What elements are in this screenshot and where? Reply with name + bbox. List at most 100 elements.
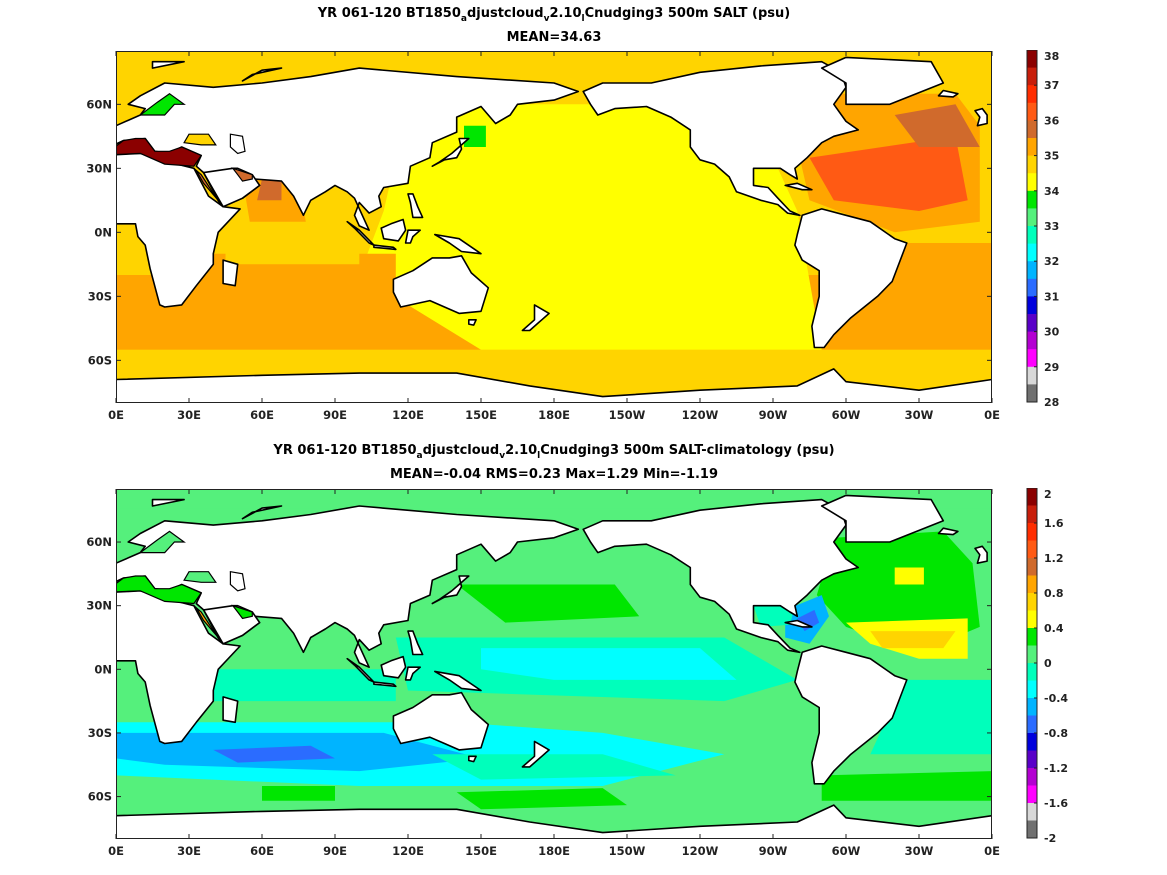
landmass <box>222 696 239 724</box>
colorbar-segment <box>1027 243 1037 262</box>
colorbar-label: 29 <box>1044 361 1059 374</box>
lat-tick-label: 0N <box>94 662 112 676</box>
landmass <box>241 505 283 520</box>
colorbar-label: 28 <box>1044 396 1059 406</box>
colorbar-segment <box>1027 138 1037 157</box>
inland-sea <box>183 571 217 583</box>
lat-tick-label: 60N <box>86 97 112 111</box>
inland-sea <box>193 605 224 645</box>
colorbar-label: 38 <box>1044 50 1059 63</box>
inland-seas <box>116 530 253 645</box>
colorbar-segment <box>1027 680 1037 699</box>
landmass <box>380 655 407 679</box>
landmass <box>151 60 185 69</box>
lat-tick-label: 60S <box>88 353 112 367</box>
inland-sea <box>229 133 246 155</box>
inland-sea <box>183 133 217 146</box>
colorbar-segment <box>1027 331 1037 350</box>
colorbar-label: -0.8 <box>1044 727 1068 740</box>
colorbar-label: 33 <box>1044 220 1059 233</box>
colorbar-segment <box>1027 698 1037 716</box>
lon-tick-label: 180E <box>538 408 570 422</box>
landmass <box>404 229 422 244</box>
landmass <box>820 494 945 543</box>
colorbar-label: 0.8 <box>1044 587 1064 600</box>
colorbar-segment <box>1027 85 1037 104</box>
lon-tick-label: 0E <box>984 844 1000 858</box>
landmass <box>784 182 813 191</box>
colorbar-label: 37 <box>1044 79 1059 92</box>
landmass <box>974 545 988 564</box>
landmass <box>407 193 424 219</box>
okhotsk-patch <box>464 125 486 147</box>
arabian-sea <box>257 179 282 201</box>
colorbar-label: -1.2 <box>1044 762 1068 775</box>
colorbar-segment <box>1027 50 1037 69</box>
lon-tick-label: 120W <box>682 408 719 422</box>
inland-sea <box>231 604 253 620</box>
colorbar-segment <box>1027 593 1037 611</box>
colorbar-segment <box>1027 750 1037 769</box>
indian-ocean-region <box>225 243 360 265</box>
lon-tick-label: 0E <box>984 408 1000 422</box>
colorbar-segment <box>1027 226 1037 245</box>
lon-tick-label: 150E <box>465 408 497 422</box>
map-plot <box>116 489 992 839</box>
lon-tick-label: 0E <box>108 844 124 858</box>
panel-salinity: YR 061-120 BT1850adjustcloudv2.10lCnudgi… <box>0 0 1167 430</box>
inland-seas <box>116 92 253 208</box>
colorbar-segment <box>1027 190 1037 209</box>
landmasses <box>116 494 992 839</box>
landmass <box>974 107 988 127</box>
colorbar-segment <box>1027 820 1037 839</box>
lon-tick-label: 60E <box>250 408 274 422</box>
landmass <box>392 255 490 315</box>
landmass <box>467 755 477 763</box>
gulf-of-mexico <box>753 605 795 627</box>
colorbar-segment <box>1027 645 1037 664</box>
landmass <box>373 244 397 251</box>
colorbar-label: 31 <box>1044 290 1059 303</box>
landmass <box>820 56 945 106</box>
colorbar-segment <box>1027 785 1037 804</box>
lon-tick-label: 120E <box>392 844 424 858</box>
colorbar-label: 0 <box>1044 657 1052 670</box>
north-atlantic-region <box>809 136 968 211</box>
landmass <box>373 681 397 688</box>
colorbar-segment <box>1027 278 1037 297</box>
landmass <box>794 208 908 349</box>
lon-tick-label: 0E <box>108 408 124 422</box>
lat-tick-label: 30N <box>86 161 112 175</box>
lon-tick-label: 150W <box>609 844 646 858</box>
southern-ocean-patch <box>456 788 627 810</box>
colorbar-label: 36 <box>1044 114 1060 127</box>
colorbar-label: 34 <box>1044 185 1060 198</box>
landmass <box>346 657 375 683</box>
colorbar-segment <box>1027 67 1037 86</box>
lat-tick-label: 60N <box>86 535 112 549</box>
colorbar-label: -0.4 <box>1044 692 1068 705</box>
chart-title: YR 061-120 BT1850adjustcloudv2.10lCnudgi… <box>317 6 791 24</box>
landmass <box>346 220 375 246</box>
chart-title: YR 061-120 BT1850adjustcloudv2.10lCnudgi… <box>273 443 835 461</box>
colorbar-label: 0.4 <box>1044 622 1064 635</box>
landmass <box>937 89 959 98</box>
inland-sea <box>193 167 224 208</box>
lon-tick-label: 150E <box>465 844 497 858</box>
colorbar-segment <box>1027 120 1037 139</box>
chart-stats: MEAN=-0.04 RMS=0.23 Max=1.29 Min=-1.19 <box>389 467 719 482</box>
colorbar-label: 32 <box>1044 255 1059 268</box>
landmass <box>392 691 490 751</box>
ocean-field <box>116 51 992 403</box>
landmass <box>433 233 482 255</box>
colorbar-segment <box>1027 663 1037 681</box>
inland-sea <box>138 530 186 554</box>
panel-salinity-anomaly: YR 061-120 BT1850adjustcloudv2.10lCnudgi… <box>0 437 1167 875</box>
inland-sea <box>231 167 253 182</box>
lon-tick-label: 90E <box>323 844 347 858</box>
lon-tick-label: 150W <box>609 408 646 422</box>
landmass <box>404 666 422 681</box>
north-pacific <box>456 584 640 623</box>
southern-ocean-patch <box>262 786 335 801</box>
south-atlantic <box>870 679 992 755</box>
